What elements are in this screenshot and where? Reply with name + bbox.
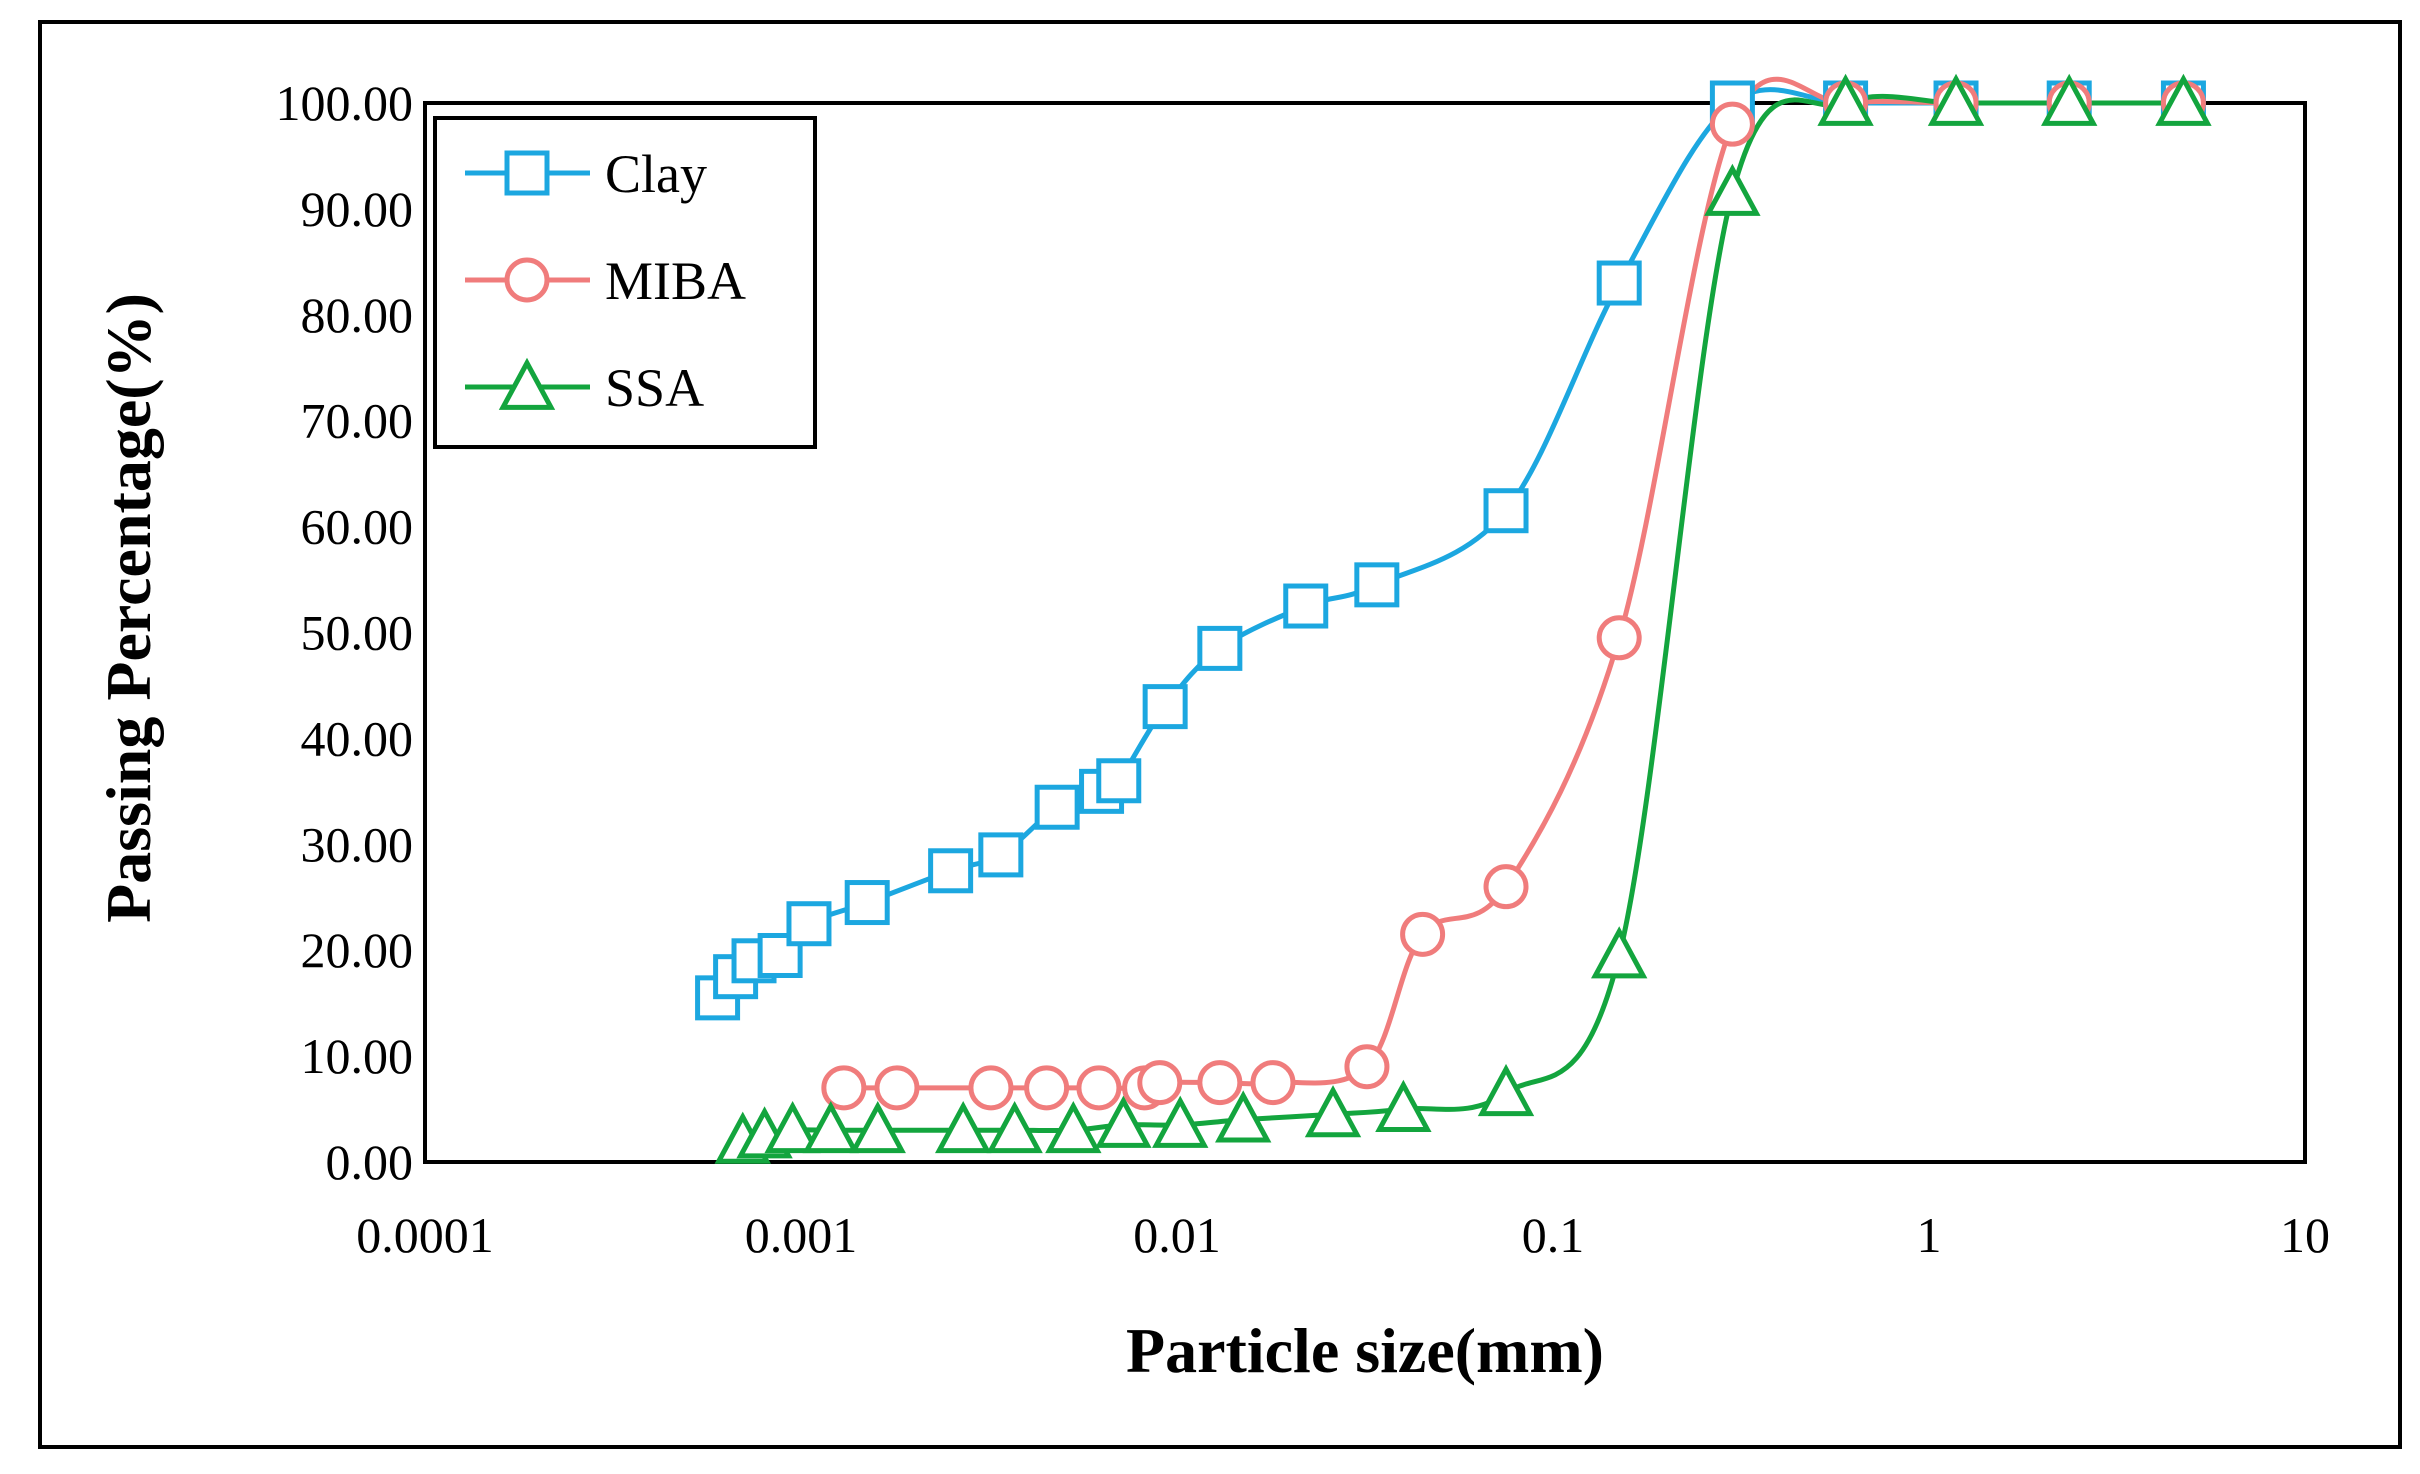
- data-point-miba: [1137, 1060, 1183, 1106]
- x-tick-label: 0.001: [745, 1207, 858, 1263]
- data-point-ssa: [1045, 1100, 1102, 1154]
- data-point-ssa: [1591, 926, 1648, 979]
- legend-label-clay: Clay: [605, 144, 707, 204]
- data-point-clay: [1354, 562, 1400, 608]
- data-point-ssa: [986, 1100, 1043, 1154]
- data-point-ssa: [1477, 1063, 1535, 1117]
- legend-marker-clay: [504, 150, 550, 196]
- data-point-miba: [1076, 1065, 1122, 1111]
- data-point-clay: [1483, 488, 1529, 534]
- data-point-clay: [1096, 758, 1142, 804]
- legend-label-miba: MIBA: [605, 251, 746, 311]
- data-point-miba: [1024, 1065, 1070, 1111]
- data-point-ssa: [1375, 1079, 1432, 1132]
- data-point-miba: [1344, 1044, 1390, 1090]
- data-point-ssa: [764, 1100, 821, 1154]
- y-tick-label: 90.00: [301, 181, 414, 237]
- data-point-miba: [1400, 911, 1446, 957]
- y-tick-label: 50.00: [301, 605, 414, 661]
- x-tick-label: 1: [1917, 1207, 1942, 1263]
- data-point-miba: [1709, 101, 1755, 147]
- legend-marker-ssa: [498, 357, 556, 410]
- data-point-ssa: [2041, 73, 2098, 126]
- legend: Clay MIBA SSA: [433, 116, 817, 449]
- x-tick-label: 10: [2280, 1207, 2330, 1263]
- y-tick-label: 100.00: [276, 75, 414, 131]
- tick-layer: 0.0001 0.001 0.01 0.1 1 100.0010.0020.0030.00…: [276, 75, 2331, 1263]
- y-tick-label: 10.00: [301, 1028, 414, 1084]
- y-tick-label: 80.00: [301, 287, 414, 343]
- y-tick-label: 0.00: [326, 1134, 414, 1190]
- data-point-ssa: [2155, 73, 2212, 126]
- legend-label-ssa: SSA: [605, 358, 704, 418]
- data-point-miba: [1197, 1060, 1243, 1106]
- plot-border: [423, 101, 2307, 1164]
- data-point-miba: [821, 1065, 867, 1111]
- data-point-ssa: [1704, 163, 1761, 216]
- data-point-miba: [1250, 1060, 1296, 1106]
- x-tick-label: 0.1: [1522, 1207, 1585, 1263]
- data-point-ssa: [849, 1100, 906, 1154]
- y-tick-label: 20.00: [301, 922, 414, 978]
- data-point-ssa: [1095, 1095, 1152, 1148]
- y-tick-label: 60.00: [301, 499, 414, 555]
- y-axis-title: Passing Percentage(%): [93, 293, 164, 923]
- series-layer: [695, 73, 2212, 1164]
- data-point-clay: [1034, 784, 1080, 830]
- data-point-miba: [1596, 615, 1642, 661]
- data-point-ssa: [1304, 1085, 1362, 1138]
- data-point-clay: [1142, 684, 1188, 730]
- x-axis-title: Particle size(mm): [1126, 1315, 1604, 1386]
- data-point-clay: [978, 832, 1024, 878]
- data-point-miba: [874, 1065, 920, 1111]
- data-point-clay: [786, 901, 832, 947]
- data-point-clay: [1596, 260, 1642, 306]
- data-point-ssa: [934, 1100, 992, 1154]
- legend-marker-miba: [504, 257, 550, 303]
- data-point-ssa: [1152, 1095, 1209, 1148]
- data-point-miba: [968, 1065, 1014, 1111]
- data-point-clay: [928, 848, 974, 894]
- y-tick-label: 40.00: [301, 710, 414, 766]
- data-point-clay: [844, 880, 890, 926]
- data-point-ssa: [1927, 73, 1985, 126]
- data-point-miba: [1483, 864, 1529, 910]
- data-point-ssa: [1215, 1090, 1272, 1143]
- data-point-clay: [1283, 583, 1329, 629]
- data-point-ssa: [802, 1100, 859, 1154]
- data-point-clay: [1197, 625, 1243, 671]
- x-tick-label: 0.0001: [356, 1207, 494, 1263]
- y-tick-label: 30.00: [301, 816, 414, 872]
- x-tick-label: 0.01: [1133, 1207, 1221, 1263]
- y-tick-label: 70.00: [301, 393, 414, 449]
- data-point-ssa: [1817, 73, 1874, 126]
